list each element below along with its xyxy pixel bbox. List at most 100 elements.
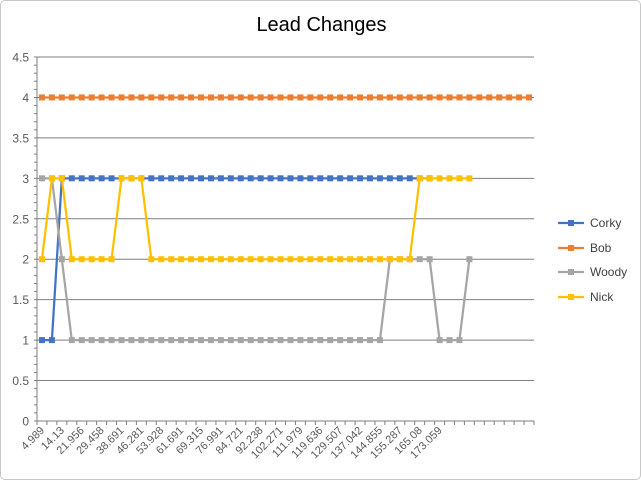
data-point-woody <box>366 337 373 344</box>
y-tick-label: 4 <box>22 91 29 105</box>
data-point-bob <box>376 94 383 101</box>
data-point-woody <box>207 337 214 344</box>
data-point-nick <box>257 256 264 263</box>
data-point-bob <box>178 94 185 101</box>
data-point-woody <box>376 337 383 344</box>
data-point-nick <box>48 175 55 182</box>
data-point-bob <box>396 94 403 101</box>
data-point-woody <box>118 337 125 344</box>
data-point-bob <box>327 94 334 101</box>
data-point-corky <box>207 175 214 182</box>
data-point-woody <box>297 337 304 344</box>
data-point-corky <box>227 175 234 182</box>
data-point-bob <box>347 94 354 101</box>
legend-label-nick: Nick <box>590 289 614 304</box>
data-point-bob <box>337 94 344 101</box>
data-point-nick <box>436 175 443 182</box>
data-point-nick <box>466 175 473 182</box>
data-point-bob <box>526 94 533 101</box>
data-point-nick <box>38 256 45 263</box>
data-point-woody <box>217 337 224 344</box>
data-point-woody <box>38 175 45 182</box>
data-point-nick <box>108 256 115 263</box>
data-point-bob <box>307 94 314 101</box>
data-point-nick <box>297 256 304 263</box>
data-point-nick <box>68 256 75 263</box>
data-point-corky <box>68 175 75 182</box>
data-point-bob <box>506 94 513 101</box>
data-point-corky <box>337 175 344 182</box>
data-point-woody <box>466 256 473 263</box>
data-point-corky <box>38 337 45 344</box>
data-point-corky <box>158 175 165 182</box>
data-point-nick <box>148 256 155 263</box>
data-point-nick <box>366 256 373 263</box>
data-point-bob <box>287 94 294 101</box>
data-point-corky <box>327 175 334 182</box>
data-point-bob <box>466 94 473 101</box>
data-point-nick <box>406 256 413 263</box>
data-point-nick <box>227 256 234 263</box>
data-point-nick <box>456 175 463 182</box>
data-point-bob <box>297 94 304 101</box>
data-point-bob <box>426 94 433 101</box>
data-point-bob <box>108 94 115 101</box>
y-tick-label: 3 <box>22 172 29 186</box>
data-point-corky <box>188 175 195 182</box>
data-point-corky <box>78 175 85 182</box>
data-point-woody <box>227 337 234 344</box>
data-point-corky <box>307 175 314 182</box>
data-point-woody <box>168 337 175 344</box>
data-point-bob <box>416 94 423 101</box>
data-point-bob <box>148 94 155 101</box>
data-point-woody <box>128 337 135 344</box>
data-point-woody <box>148 337 155 344</box>
data-point-woody <box>456 337 463 344</box>
data-point-bob <box>516 94 523 101</box>
data-point-corky <box>98 175 105 182</box>
data-point-woody <box>347 337 354 344</box>
data-point-nick <box>307 256 314 263</box>
data-point-bob <box>38 94 45 101</box>
data-point-corky <box>357 175 364 182</box>
data-point-nick <box>88 256 95 263</box>
data-point-nick <box>217 256 224 263</box>
data-point-bob <box>188 94 195 101</box>
data-point-bob <box>207 94 214 101</box>
data-point-corky <box>297 175 304 182</box>
data-point-bob <box>168 94 175 101</box>
data-point-bob <box>48 94 55 101</box>
y-tick-label: 1.5 <box>12 293 29 307</box>
data-point-corky <box>406 175 413 182</box>
data-point-woody <box>426 256 433 263</box>
data-point-bob <box>88 94 95 101</box>
data-point-corky <box>88 175 95 182</box>
data-point-bob <box>406 94 413 101</box>
data-point-woody <box>188 337 195 344</box>
data-point-corky <box>396 175 403 182</box>
data-point-nick <box>138 175 145 182</box>
data-point-bob <box>158 94 165 101</box>
data-point-nick <box>287 256 294 263</box>
data-point-corky <box>366 175 373 182</box>
data-point-bob <box>98 94 105 101</box>
data-point-woody <box>237 337 244 344</box>
data-point-woody <box>68 337 75 344</box>
data-point-corky <box>148 175 155 182</box>
data-point-nick <box>317 256 324 263</box>
data-point-corky <box>386 175 393 182</box>
data-point-nick <box>416 175 423 182</box>
legend-label-bob: Bob <box>590 240 612 255</box>
data-point-bob <box>496 94 503 101</box>
data-point-nick <box>237 256 244 263</box>
data-point-woody <box>158 337 165 344</box>
data-point-woody <box>357 337 364 344</box>
data-point-corky <box>376 175 383 182</box>
data-point-bob <box>68 94 75 101</box>
data-point-nick <box>207 256 214 263</box>
data-point-bob <box>78 94 85 101</box>
data-point-woody <box>198 337 205 344</box>
data-point-woody <box>337 337 344 344</box>
data-point-bob <box>486 94 493 101</box>
legend-label-corky: Corky <box>590 216 622 230</box>
